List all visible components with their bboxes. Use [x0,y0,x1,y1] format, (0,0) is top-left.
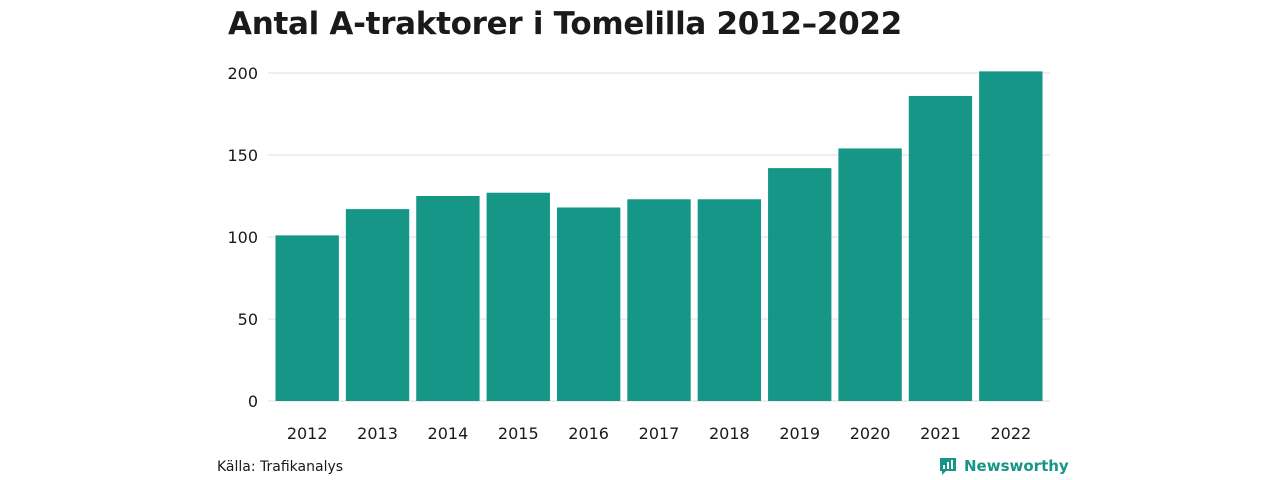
bar-2014 [416,196,480,401]
newsworthy-logo-icon [940,458,956,475]
bar-2020 [838,148,902,401]
x-tick-label: 2013 [357,424,398,443]
x-tick-label: 2022 [990,424,1031,443]
x-tick-label: 2021 [920,424,961,443]
bar-2018 [697,199,762,401]
x-tick-label: 2020 [850,424,891,443]
y-tick-label: 50 [238,310,258,329]
x-tick-label: 2017 [639,424,680,443]
x-tick-label: 2014 [428,424,469,443]
chart-title: Antal A-traktorer i Tomelilla 2012–2022 [228,6,902,42]
x-tick-label: 2018 [709,424,750,443]
bar-2013 [345,209,410,401]
source-note: Källa: Trafikanalys [217,459,344,475]
y-tick-label: 150 [227,146,258,165]
bars [275,71,1043,402]
bar-2015 [486,192,550,401]
x-tick-label: 2012 [287,424,328,443]
bar-2019 [768,168,832,401]
x-tick-label: 2016 [568,424,609,443]
bar-2016 [556,207,621,401]
x-tick-label: 2019 [779,424,820,443]
y-tick-label: 0 [248,392,258,411]
x-axis-tick-labels: 2012 2013 2014 2015 2016 2017 2018 2019 2020 2021… [287,424,1031,443]
bar-2017 [627,199,691,401]
y-tick-label: 100 [227,228,258,247]
y-tick-label: 200 [227,64,258,83]
bar-2012 [275,235,339,401]
y-axis-tick-labels: 0 50 100 150 200 [227,64,258,411]
x-tick-label: 2015 [498,424,539,443]
brand-name: Newsworthy [964,457,1069,475]
bar-2021 [908,95,973,402]
brand-logo: Newsworthy [938,456,1069,476]
bar-2022 [979,71,1043,402]
